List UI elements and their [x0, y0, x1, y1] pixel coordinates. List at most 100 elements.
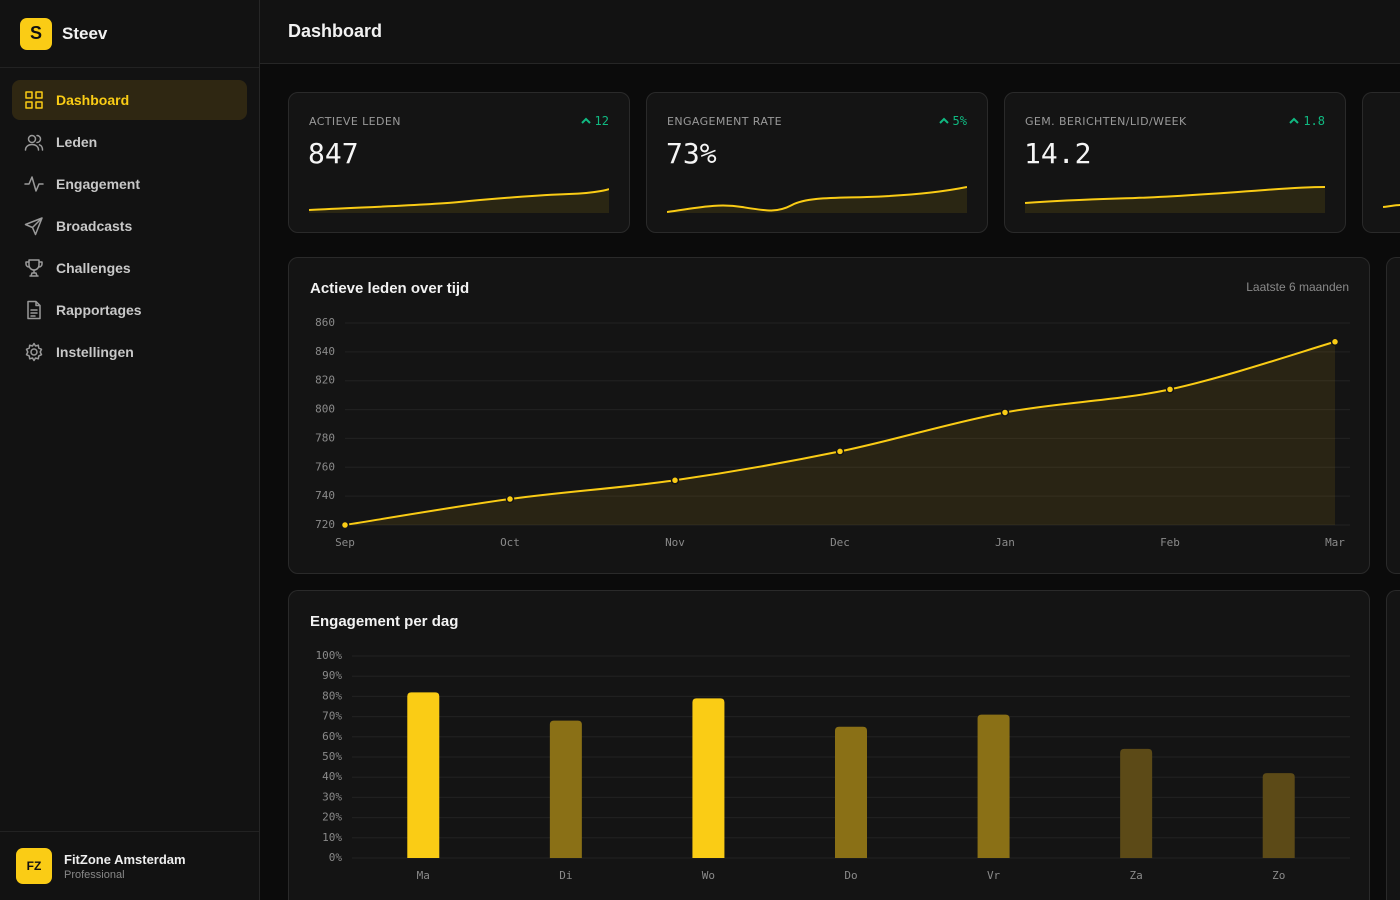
- nav-label: Instellingen: [56, 344, 134, 360]
- account[interactable]: FZ FitZone Amsterdam Professional: [0, 831, 259, 900]
- nav-item[interactable]: Challenges: [12, 248, 247, 288]
- account-name: FitZone Amsterdam: [64, 851, 186, 867]
- point: [1000, 408, 1010, 417]
- bar: [407, 692, 440, 858]
- bar: [835, 726, 867, 858]
- kpi-delta-value: 1.8: [1303, 114, 1325, 128]
- y-tick-label: 760: [315, 460, 335, 473]
- sparkline: [1383, 204, 1400, 208]
- point: [835, 447, 845, 456]
- bar: [1120, 748, 1153, 858]
- point: [1165, 385, 1175, 394]
- nav-label: Leden: [56, 134, 98, 150]
- sparkline-line: [1025, 186, 1325, 204]
- y-tick-label: 60%: [322, 730, 342, 743]
- chart-card: Actieve leden over tijd Laatste 6 maande…: [288, 257, 1370, 574]
- sparkline: [1025, 186, 1325, 213]
- chart-card: Engagement per dag 0% 10% 20% 30% 40% 50% 60% 7…: [288, 590, 1370, 900]
- icon: [25, 342, 43, 362]
- up-icon: [938, 117, 949, 124]
- kpi-card: GEM. BERICHTEN/LID/WEEK 1.8 14.2: [1004, 92, 1346, 233]
- y-tick-label: 20%: [322, 811, 342, 824]
- x-tick-label: Zo: [1272, 869, 1285, 882]
- y-tick-label: 80%: [322, 689, 342, 702]
- sparkline-area: [667, 187, 967, 213]
- nav-label: Engagement: [56, 176, 141, 192]
- nav-label: Challenges: [56, 260, 131, 276]
- area: [345, 341, 1335, 525]
- nav-item[interactable]: Rapportages: [12, 290, 247, 330]
- point: [340, 520, 350, 530]
- y-tick-label: 840: [315, 345, 335, 358]
- bar-chart: Engagement per dag 0% 10% 20% 30% 40% 50% 60% 7…: [310, 613, 1350, 882]
- kpi-value: 14.2: [1024, 137, 1092, 170]
- kpi-card: ACTIEVE LEDEN 12 847: [288, 92, 630, 233]
- kpi-delta-value: 5%: [952, 114, 967, 128]
- x-tick-label: Ma: [417, 869, 430, 882]
- page-title: Dashboard: [288, 21, 383, 41]
- sidebar: S Steev Dashboard Leden Engagement Broad…: [0, 0, 260, 900]
- nav-label: Dashboard: [56, 92, 130, 108]
- y-tick-label: 100%: [316, 649, 343, 662]
- logo: S: [20, 17, 52, 50]
- kpi-delta: 12: [580, 114, 609, 128]
- point: [1330, 337, 1340, 347]
- y-tick-label: 740: [315, 489, 335, 502]
- y-tick-label: 40%: [322, 770, 342, 783]
- kpi-card: ENGAGEMENT RATE 5% 73%: [646, 92, 988, 233]
- y-tick-label: 860: [315, 316, 335, 329]
- sparkline: [667, 186, 967, 213]
- x-tick-label: Oct: [500, 536, 520, 549]
- kpi-value: 847: [308, 137, 359, 170]
- avatar: FZ: [16, 848, 52, 884]
- nav-item[interactable]: Dashboard: [12, 80, 247, 120]
- y-tick-label: 0%: [329, 851, 343, 864]
- x-tick-label: Mar: [1325, 536, 1345, 549]
- x-tick-label: Di: [559, 869, 572, 882]
- icon: [24, 134, 44, 151]
- chart-subtitle: Laatste 6 maanden: [1246, 280, 1349, 294]
- nav-item[interactable]: Instellingen: [12, 332, 247, 372]
- chart-card-partial: [1386, 590, 1400, 900]
- kpi-label: GEM. BERICHTEN/LID/WEEK: [1025, 115, 1187, 128]
- x-tick-label: Feb: [1160, 536, 1180, 549]
- x-tick-label: Vr: [987, 869, 1001, 882]
- x-tick-label: Za: [1130, 869, 1143, 882]
- icon: [24, 176, 44, 192]
- kpi-card-partial: [1362, 92, 1400, 233]
- chart-card-partial: [1386, 257, 1400, 574]
- y-tick-label: 70%: [322, 710, 342, 723]
- nav-item[interactable]: Broadcasts: [12, 206, 247, 246]
- nav-label: Rapportages: [56, 302, 142, 318]
- bar: [977, 714, 1010, 858]
- account-text: FitZone Amsterdam Professional: [64, 852, 186, 881]
- x-tick-label: Dec: [830, 536, 850, 549]
- up-icon: [1289, 117, 1300, 124]
- x-tick-label: Wo: [702, 869, 715, 882]
- icon: [27, 300, 41, 320]
- sparkline-line: [309, 188, 609, 211]
- chart-title: Engagement per dag: [310, 613, 458, 630]
- icon: [25, 259, 43, 277]
- nav: Dashboard Leden Engagement Broadcasts Ch…: [0, 68, 259, 386]
- line-chart: Actieve leden over tijd Laatste 6 maande…: [310, 280, 1350, 549]
- kpi-value: 73%: [666, 137, 717, 170]
- kpi-delta: 1.8: [1289, 114, 1325, 128]
- y-tick-label: 30%: [322, 790, 342, 803]
- header: Dashboard: [260, 0, 1400, 64]
- kpi-label: ACTIEVE LEDEN: [309, 115, 401, 128]
- kpi-label: ENGAGEMENT RATE: [667, 115, 782, 128]
- brand: S Steev: [0, 0, 259, 68]
- up-icon: [580, 117, 591, 124]
- kpi-delta-value: 12: [594, 114, 609, 128]
- x-tick-label: Sep: [335, 536, 355, 549]
- point: [670, 476, 680, 485]
- y-tick-label: 820: [315, 374, 335, 387]
- y-tick-label: 800: [315, 403, 335, 416]
- nav-item[interactable]: Engagement: [12, 164, 247, 204]
- nav-item[interactable]: Leden: [12, 122, 247, 162]
- icon: [24, 217, 43, 236]
- brand-name: Steev: [62, 23, 108, 43]
- bar: [549, 720, 582, 858]
